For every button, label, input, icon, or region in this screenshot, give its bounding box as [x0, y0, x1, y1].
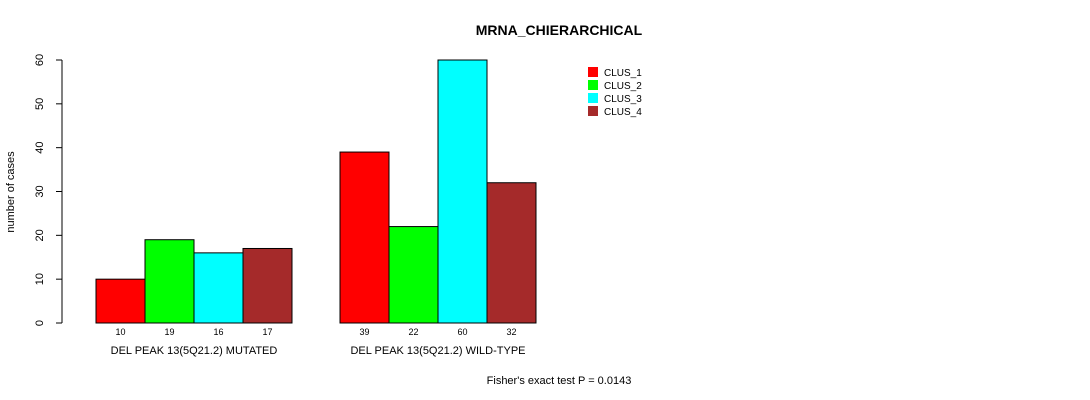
bar-value-label: 39: [359, 327, 369, 337]
legend-label: CLUS_1: [604, 68, 642, 79]
bar-value-label: 22: [408, 327, 418, 337]
bar-value-label: 19: [164, 327, 174, 337]
bar-value-labels: 10 19 16 17 39 22 60 32: [115, 327, 516, 337]
legend-swatch: [588, 93, 598, 103]
bar: [193, 252, 244, 324]
y-tick-label: 30: [34, 185, 46, 197]
y-axis-label: number of cases: [5, 151, 17, 233]
y-tick-label: 40: [34, 142, 46, 154]
legend-label: CLUS_3: [604, 94, 642, 105]
legend: CLUS_1 CLUS_2 CLUS_3 CLUS_4: [588, 67, 642, 118]
group-label: DEL PEAK 13(5Q21.2) MUTATED: [111, 345, 278, 357]
bar-value-label: 32: [506, 327, 516, 337]
fisher-test-footnote: Fisher's exact test P = 0.0143: [487, 375, 632, 387]
legend-label: CLUS_4: [604, 107, 642, 118]
bar: [242, 247, 293, 324]
bar: [339, 151, 390, 324]
y-tick-label: 50: [34, 98, 46, 110]
y-axis: 0 10 20 30 40 50 60: [34, 54, 63, 326]
group-label: DEL PEAK 13(5Q21.2) WILD-TYPE: [350, 345, 525, 357]
chart-title: MRNA_CHIERARCHICAL: [476, 22, 643, 38]
y-tick-label: 0: [34, 320, 46, 326]
bar: [486, 182, 537, 324]
legend-swatch: [588, 67, 598, 77]
bar: [144, 239, 195, 324]
bars: [95, 59, 537, 324]
bar: [437, 59, 488, 324]
legend-swatch: [588, 80, 598, 90]
bar-value-label: 17: [262, 327, 272, 337]
y-tick-label: 60: [34, 54, 46, 66]
bar: [95, 278, 146, 324]
bar-value-label: 60: [457, 327, 467, 337]
bar: [388, 226, 439, 324]
y-tick-label: 20: [34, 229, 46, 241]
group-labels: DEL PEAK 13(5Q21.2) MUTATED DEL PEAK 13(5…: [111, 345, 526, 357]
y-tick-label: 10: [34, 273, 46, 285]
bar-value-label: 16: [213, 327, 223, 337]
bar-value-label: 10: [115, 327, 125, 337]
legend-swatch: [588, 106, 598, 116]
legend-label: CLUS_2: [604, 81, 642, 92]
